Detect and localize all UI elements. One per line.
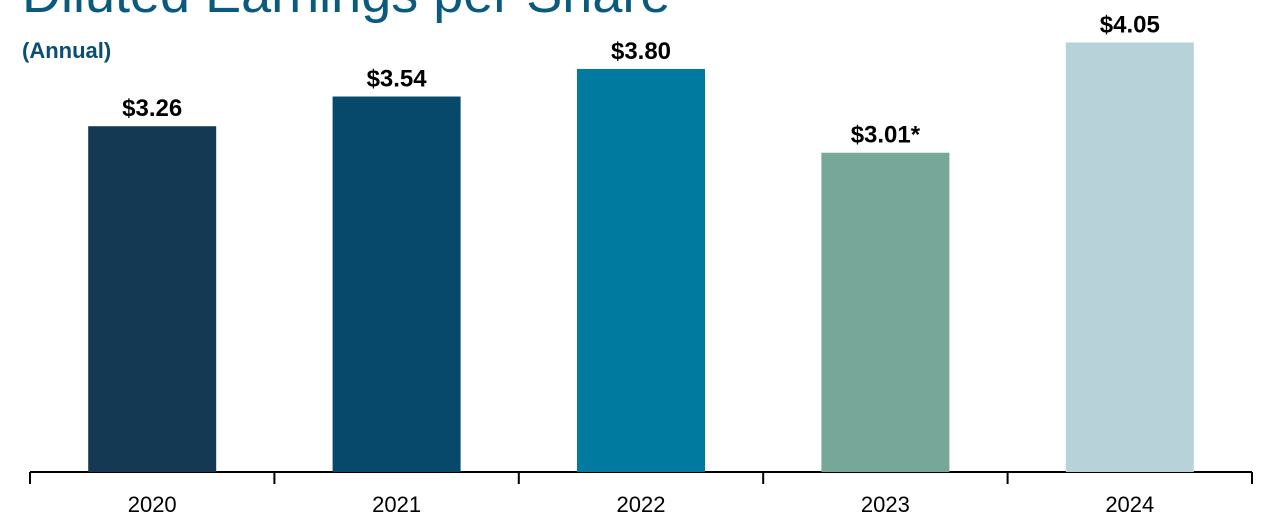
value-label: $3.01* [851,122,921,149]
bar [1065,42,1194,472]
x-tick-label: 2024 [1105,492,1154,517]
x-tick-label: 2021 [372,492,421,517]
bar [88,126,217,473]
chart-subtitle: (Annual) [22,38,111,63]
x-tick-label: 2020 [128,492,177,517]
value-label: $3.26 [122,95,182,122]
x-tick-label: 2023 [861,492,910,517]
x-tick-label: 2022 [617,492,666,517]
chart-title: Diluted Earnings per Share [22,0,670,24]
value-label: $4.05 [1100,11,1160,38]
value-label: $3.80 [611,38,671,65]
bar [577,68,705,472]
bar [332,96,461,472]
bar [821,152,950,473]
value-label: $3.54 [367,66,428,93]
